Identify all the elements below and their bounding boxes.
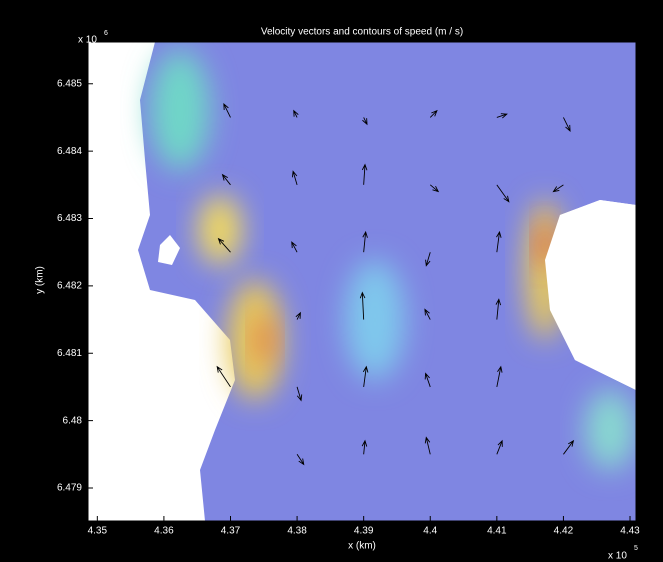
x-tick-label: 4.42 <box>554 526 574 537</box>
x-axis-label: x (km) <box>348 541 376 552</box>
y-tick-label: 6.485 <box>57 78 82 89</box>
y-tick-label: 6.483 <box>57 213 82 224</box>
x-tick-label: 4.37 <box>221 526 241 537</box>
x-tick-label: 4.39 <box>354 526 374 537</box>
y-tick-label: 6.48 <box>63 415 83 426</box>
y-multiplier: x 10 <box>78 35 97 46</box>
chart-title: Velocity vectors and contours of speed (… <box>261 27 463 38</box>
x-tick-label: 4.41 <box>487 526 507 537</box>
y-axis-label: y (km) <box>35 266 46 294</box>
x-multiplier: x 10 <box>608 551 627 562</box>
page: Velocity vectors and contours of speed (… <box>0 0 663 562</box>
y-tick-label: 6.479 <box>57 483 82 494</box>
y-tick-label: 6.484 <box>57 146 82 157</box>
x-tick-label: 4.43 <box>620 526 640 537</box>
y-tick-label: 6.482 <box>57 281 82 292</box>
x-tick-label: 4.35 <box>88 526 108 537</box>
x-tick-label: 4.36 <box>154 526 174 537</box>
chart: Velocity vectors and contours of speed (… <box>0 0 663 562</box>
x-multiplier-power: 5 <box>634 545 638 552</box>
y-tick-label: 6.481 <box>57 348 82 359</box>
x-tick-label: 4.38 <box>287 526 307 537</box>
x-tick-label: 4.4 <box>423 526 437 537</box>
speed-field <box>138 42 636 521</box>
y-multiplier-power: 6 <box>104 30 108 37</box>
